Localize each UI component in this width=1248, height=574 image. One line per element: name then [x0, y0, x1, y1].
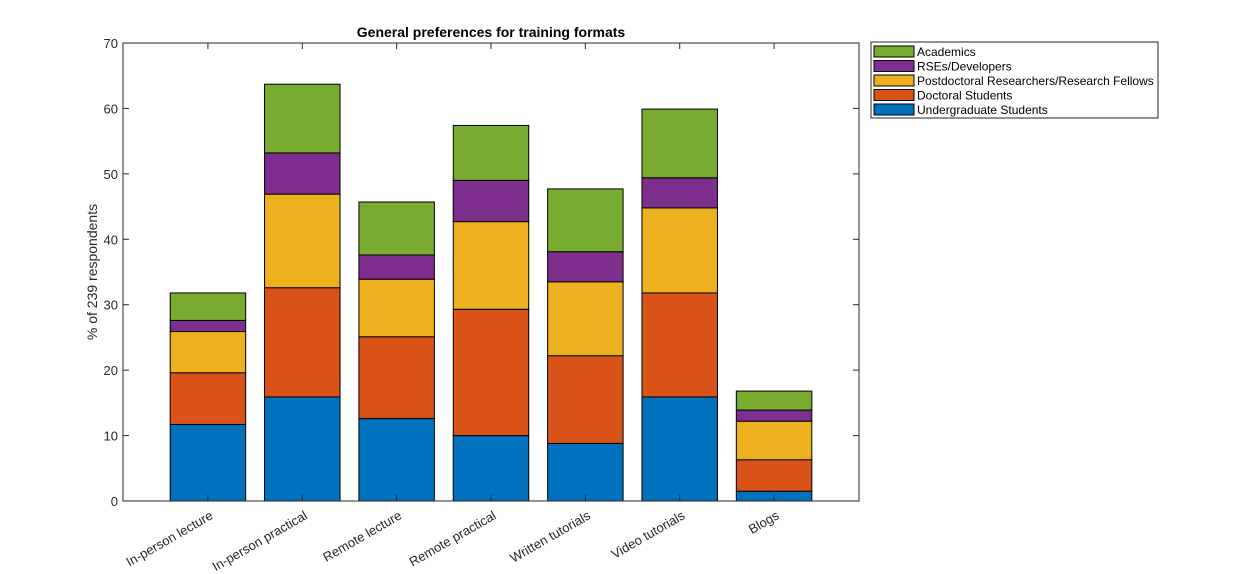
- bar-segment: [735, 459, 813, 492]
- bar-segment: [169, 331, 247, 374]
- y-tick-label: 40: [104, 232, 118, 247]
- y-tick-label: 10: [104, 429, 118, 444]
- bar-segment: [264, 193, 341, 289]
- bars-group: [169, 83, 813, 502]
- bar-segment: [452, 179, 530, 223]
- bar-segment: [169, 372, 247, 425]
- bar-segment: [169, 292, 247, 321]
- bar-segment: [264, 152, 341, 195]
- x-tick-label: In-person lecture: [123, 508, 215, 570]
- bar-segment: [358, 336, 435, 420]
- bar-segment: [358, 254, 435, 280]
- bar-segment: [547, 355, 624, 444]
- x-tick-label: In-person practical: [210, 508, 310, 574]
- bar-segment: [641, 177, 718, 209]
- bar-segment: [358, 418, 435, 502]
- y-axis: 0 10 20 30 40 50 60 70: [104, 36, 859, 509]
- legend-label: Undergraduate Students: [917, 103, 1048, 117]
- bar-segment: [452, 221, 530, 310]
- legend-swatch: [873, 45, 915, 58]
- y-tick-label: 20: [104, 363, 118, 378]
- bar-segment: [358, 278, 435, 338]
- bar-segment: [169, 319, 247, 333]
- bar-segment: [264, 396, 341, 502]
- bar-segment: [452, 124, 530, 181]
- legend-swatch: [873, 74, 915, 87]
- legend-box: [870, 41, 1159, 119]
- x-tick-label: Written tutorials: [507, 507, 593, 565]
- bar-segment: [641, 292, 718, 398]
- bar-segment: [735, 409, 813, 422]
- x-tick-label: Video tutorials: [609, 507, 688, 561]
- bar-segment: [264, 287, 341, 398]
- legend-swatch: [873, 89, 915, 101]
- bar-segment: [358, 201, 435, 256]
- y-tick-label: 30: [104, 298, 118, 313]
- x-tick-label: Remote lecture: [320, 508, 404, 565]
- legend-label: Postdoctoral Researchers/Research Fellow…: [917, 74, 1154, 88]
- y-tick-label: 50: [104, 167, 118, 182]
- y-tick-label: 70: [104, 36, 118, 51]
- chart-title: General preferences for training formats: [357, 24, 626, 40]
- legend-label: RSEs/Developers: [917, 60, 1012, 74]
- legend-label: Academics: [917, 45, 976, 59]
- bar-segment: [547, 188, 624, 253]
- x-tick-label: Blogs: [746, 507, 782, 536]
- bar-segment: [547, 251, 624, 283]
- y-axis-label: % of 239 respondents: [84, 204, 100, 340]
- legend-swatch: [873, 103, 915, 116]
- legend-label: Doctoral Students: [917, 89, 1012, 103]
- bar-segment: [641, 207, 718, 294]
- bar-segment: [735, 390, 813, 411]
- bar-segment: [264, 83, 341, 154]
- y-tick-label: 60: [104, 101, 118, 116]
- bar-segment: [547, 281, 624, 357]
- bar-segment: [547, 442, 624, 502]
- bar-segment: [452, 308, 530, 437]
- y-tick-label: 0: [111, 494, 118, 509]
- bar-segment: [169, 423, 247, 502]
- legend-swatch: [873, 60, 915, 72]
- x-tick-label: Remote practical: [407, 508, 499, 570]
- bar-segment: [452, 435, 530, 502]
- bar-segment: [641, 396, 718, 502]
- bar-segment: [641, 108, 718, 179]
- bar-segment: [735, 420, 813, 461]
